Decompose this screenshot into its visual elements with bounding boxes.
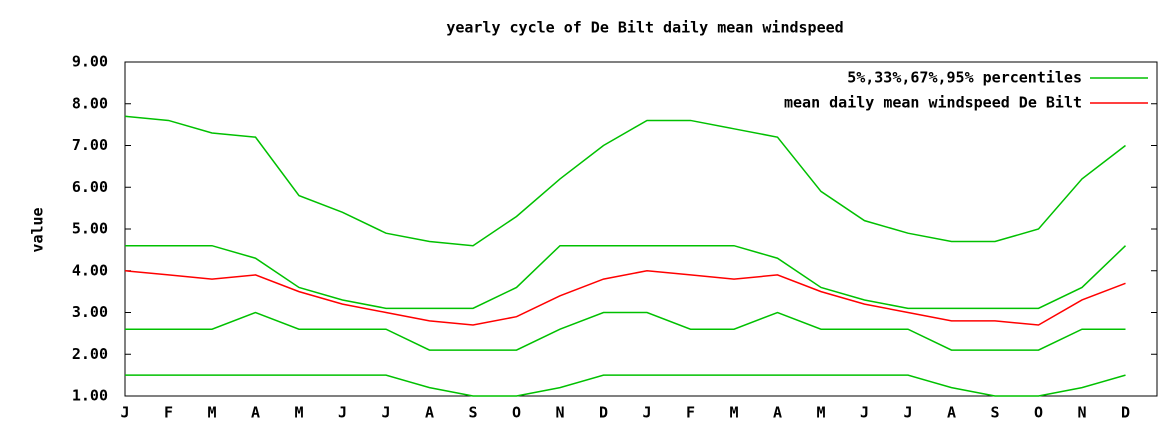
x-tick-label: M [294, 404, 303, 422]
x-tick-label: M [207, 404, 216, 422]
x-tick-label: S [468, 404, 477, 422]
x-tick-label: D [599, 404, 608, 422]
y-tick-label: 5.00 [72, 220, 108, 238]
x-tick-label: A [251, 404, 260, 422]
y-tick-label: 9.00 [72, 53, 108, 71]
y-tick-label: 7.00 [72, 136, 108, 154]
x-tick-label: A [773, 404, 782, 422]
y-tick-label: 4.00 [72, 261, 108, 279]
percentile-line [125, 374, 1126, 397]
x-tick-label: J [120, 404, 129, 422]
x-tick-label: F [686, 404, 695, 422]
percentile-line [125, 311, 1126, 351]
x-tick-label: J [338, 404, 347, 422]
chart-title: yearly cycle of De Bilt daily mean winds… [446, 19, 843, 37]
x-tick-label: O [512, 404, 521, 422]
x-tick-label: A [425, 404, 434, 422]
x-tick-label: M [729, 404, 738, 422]
x-tick-label: O [1034, 404, 1043, 422]
x-tick-label: J [903, 404, 912, 422]
percentile-line [125, 244, 1127, 310]
y-tick-label: 6.00 [72, 178, 108, 196]
x-tick-label: N [1077, 404, 1086, 422]
y-tick-label: 1.00 [72, 387, 108, 405]
x-tick-label: J [381, 404, 390, 422]
y-tick-label: 3.00 [72, 303, 108, 321]
y-tick-label: 8.00 [72, 94, 108, 112]
percentile-line [124, 115, 1126, 247]
x-tick-label: J [860, 404, 869, 422]
x-tick-label: A [947, 404, 956, 422]
y-tick-label: 2.00 [72, 345, 108, 363]
x-tick-label: N [555, 404, 564, 422]
plot-frame [124, 61, 1158, 397]
x-tick-label: F [164, 404, 173, 422]
mean-line [124, 269, 1126, 326]
x-tick-label: S [990, 404, 999, 422]
x-tick-label: J [642, 404, 651, 422]
y-axis-label: value [29, 207, 47, 252]
legend-label: mean daily mean windspeed De Bilt [784, 94, 1082, 112]
legend-label: 5%,33%,67%,95% percentiles [847, 69, 1082, 87]
x-tick-label: D [1121, 404, 1130, 422]
x-tick-label: M [816, 404, 825, 422]
